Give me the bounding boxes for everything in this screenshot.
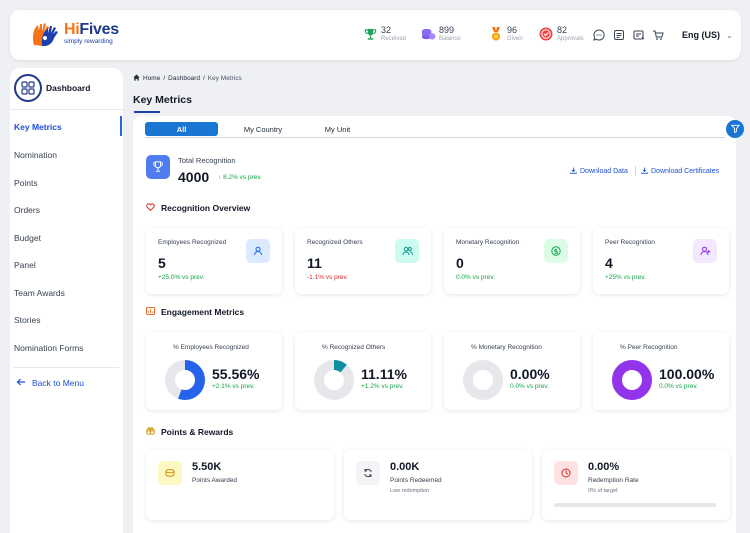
balance-stat[interactable]: 899 Balance — [420, 26, 461, 42]
sidebar-title: Dashboard — [46, 83, 91, 93]
total-recognition-delta: ↑ 8.2% vs prev. — [218, 174, 262, 181]
chart-icon — [146, 307, 155, 317]
redemption-progress-bar — [554, 503, 716, 507]
pct-monetary-recognition-card[interactable]: % Monetary Recognition 0.00% 0.0% vs pre… — [444, 332, 580, 410]
main-content: Home / Dashboard / Key Metrics Key Metri… — [128, 68, 744, 533]
download-certificates-link[interactable]: Download Certificates — [641, 167, 719, 176]
user-icon — [246, 239, 270, 263]
monetary-recognition-card[interactable]: Monetary Recognition 0 0.0% vs prev. — [444, 228, 580, 294]
breadcrumb: Home / Dashboard / Key Metrics — [133, 74, 242, 83]
coins-icon — [158, 461, 182, 485]
arrow-up-icon: ↑ — [218, 174, 222, 181]
chat-icon[interactable] — [592, 28, 606, 42]
title-underline — [134, 111, 160, 113]
breadcrumb-home[interactable]: Home — [143, 75, 161, 82]
sidebar-item-nomination-forms[interactable]: Nomination Forms — [14, 343, 84, 353]
points-rewards-heading: Points & Rewards — [146, 426, 233, 437]
recognized-others-card[interactable]: Recognized Others 11 -1.1% vs prev. — [295, 228, 431, 294]
page-title: Key Metrics — [133, 94, 192, 106]
sidebar-item-points[interactable]: Points — [14, 178, 38, 188]
gauge-icon — [554, 461, 578, 485]
sidebar-item-panel[interactable]: Panel — [14, 260, 36, 270]
download-icon — [570, 167, 577, 176]
donut-chart — [314, 360, 354, 400]
dashboard-icon — [14, 74, 42, 102]
sidebar-item-orders[interactable]: Orders — [14, 205, 40, 215]
points-awarded-card[interactable]: 5.50K Points Awarded — [146, 450, 334, 520]
cart-icon[interactable] — [651, 28, 665, 42]
engagement-metrics-heading: Engagement Metrics — [146, 307, 244, 317]
tab-my-country[interactable]: My Country — [243, 124, 283, 134]
total-recognition-value: 4000 — [178, 169, 210, 185]
approval-icon — [538, 26, 554, 42]
donut-chart — [463, 360, 503, 400]
sidebar-item-team-awards[interactable]: Team Awards — [14, 288, 65, 298]
sidebar: Dashboard Key Metrics Nomination Points … — [10, 68, 123, 533]
divider — [635, 166, 636, 176]
metrics-card: All My Country My Unit Total Recognition… — [133, 116, 736, 533]
given-stat[interactable]: 96 Given — [488, 26, 523, 42]
total-recognition-label: Total Recognition — [178, 156, 236, 165]
redemption-rate-card[interactable]: 0.00% Redemption Rate 0% of target — [542, 450, 730, 520]
refresh-icon — [356, 461, 380, 485]
sidebar-header[interactable]: Dashboard — [14, 74, 90, 102]
tab-bar: All My Country My Unit — [145, 122, 725, 138]
language-selector[interactable]: Eng (US) ⌄ — [682, 30, 733, 40]
message-icon[interactable] — [612, 28, 626, 42]
breadcrumb-dashboard[interactable]: Dashboard — [168, 75, 200, 82]
tab-all[interactable]: All — [145, 122, 218, 136]
home-icon — [133, 74, 140, 83]
sidebar-item-nomination[interactable]: Nomination — [14, 150, 57, 160]
download-data-link[interactable]: Download Data — [570, 167, 628, 176]
points-redeemed-card[interactable]: 0.00K Points Redeemed Low redemption — [344, 450, 532, 520]
peer-recognition-card[interactable]: Peer Recognition 4 +25% vs prev. — [593, 228, 729, 294]
notes-icon[interactable] — [632, 28, 646, 42]
pct-peer-recognition-card[interactable]: % Peer Recognition 100.00% 0.0% vs prev. — [593, 332, 729, 410]
received-stat[interactable]: 32 Received — [362, 26, 406, 42]
filter-icon — [730, 120, 740, 138]
trophy-icon — [146, 155, 170, 179]
donut-chart — [165, 360, 205, 400]
gift-icon — [146, 426, 155, 437]
filter-button[interactable] — [726, 120, 744, 138]
sidebar-item-budget[interactable]: Budget — [14, 233, 41, 243]
approvals-stat[interactable]: 82 Approvals — [538, 26, 584, 42]
top-bar: HiFives simply rewarding 32 Received 899 B… — [10, 10, 741, 60]
sidebar-item-key-metrics[interactable]: Key Metrics — [14, 122, 62, 132]
pct-employees-recognized-card[interactable]: % Employees Recognized 55.56% +2.1% vs p… — [146, 332, 282, 410]
brand-name: HiFives — [64, 21, 119, 39]
donut-chart — [612, 360, 652, 400]
hifives-logo[interactable]: HiFives simply rewarding — [30, 21, 119, 47]
back-to-menu-link[interactable]: Back to Menu — [16, 378, 84, 388]
users-icon — [395, 239, 419, 263]
trophy-icon — [362, 26, 378, 42]
arrow-left-icon — [16, 378, 26, 388]
coins-icon — [420, 26, 436, 42]
dollar-icon — [544, 239, 568, 263]
divider — [14, 367, 119, 368]
tab-my-unit[interactable]: My Unit — [324, 124, 351, 134]
active-indicator — [120, 116, 122, 136]
heart-icon — [146, 203, 155, 213]
hands-logo-icon — [32, 23, 58, 46]
medal-icon — [488, 26, 504, 42]
recognition-overview-heading: Recognition Overview — [146, 203, 250, 213]
user-plus-icon — [693, 239, 717, 263]
breadcrumb-current: Key Metrics — [207, 75, 242, 82]
brand-tagline: simply rewarding — [64, 38, 113, 46]
divider — [10, 109, 123, 110]
chevron-down-icon: ⌄ — [726, 30, 733, 40]
sidebar-item-stories[interactable]: Stories — [14, 315, 41, 325]
employees-recognized-card[interactable]: Employees Recognized 5 +25.0% vs prev. — [146, 228, 282, 294]
download-icon — [641, 167, 648, 176]
pct-recognized-others-card[interactable]: % Recognized Others 11.11% +1.2% vs prev… — [295, 332, 431, 410]
